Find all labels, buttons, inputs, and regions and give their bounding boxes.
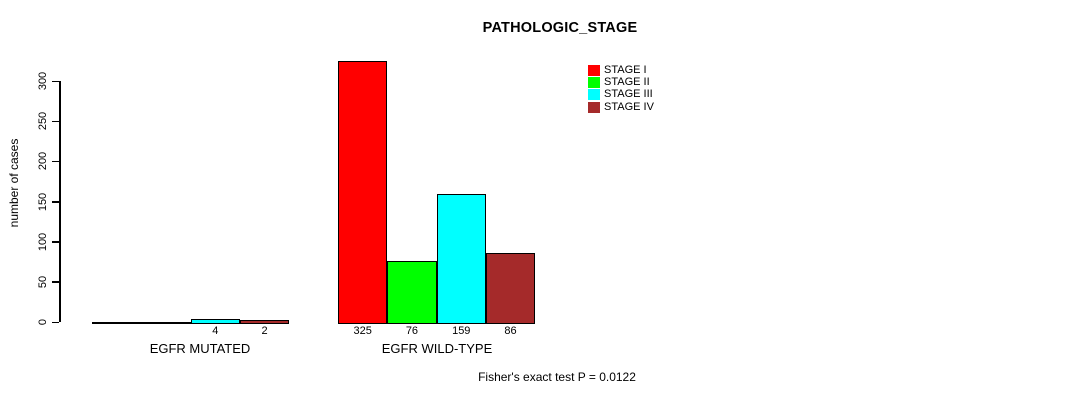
y-tick-label: 0 [37, 318, 49, 326]
legend-item: STAGE III [588, 89, 654, 101]
y-tick-label: 100 [37, 232, 49, 251]
bar-stage-iv [239, 320, 290, 324]
group-label-egfr-wild-type: EGFR WILD-TYPE [381, 341, 493, 356]
y-tick-label: 50 [37, 275, 49, 288]
bar-stage-iv [485, 252, 536, 324]
y-tick-label: 200 [37, 152, 49, 171]
bar-count-label: 76 [405, 325, 419, 337]
bar-stage-iii [190, 318, 240, 324]
bar-count-label: 159 [452, 325, 471, 337]
bar-count-label: 325 [353, 325, 372, 337]
y-tick-mark [52, 80, 59, 82]
legend-swatch-icon [588, 101, 600, 113]
y-axis-line [59, 81, 61, 322]
y-tick-label: 300 [37, 71, 49, 91]
bar-count-label: 86 [504, 325, 517, 337]
y-tick-mark [52, 201, 59, 203]
legend: STAGE I STAGE II STAGE III STAGE IV [588, 64, 654, 114]
y-tick-mark [52, 160, 59, 163]
statistics-annotation: Fisher's exact test P = 0.0122 [478, 370, 636, 384]
bar-stage-i [338, 60, 388, 324]
bar-stage-ii [141, 322, 191, 324]
bar-stage-i [92, 322, 142, 324]
y-axis-label: number of cases [7, 138, 21, 228]
legend-item: STAGE II [588, 76, 654, 89]
chart-title: PATHOLOGIC_STAGE [482, 20, 638, 36]
legend-swatch-icon [588, 64, 600, 76]
bar-count-label: 2 [261, 325, 268, 337]
bar-count-label: 4 [212, 325, 219, 337]
y-tick-mark [52, 321, 59, 323]
legend-swatch-icon [588, 89, 600, 101]
legend-label: STAGE III [604, 88, 653, 101]
y-tick-mark [52, 120, 59, 123]
y-tick-label: 150 [37, 192, 49, 211]
legend-label: STAGE IV [604, 100, 654, 113]
bar-stage-iii [436, 194, 486, 324]
group-label-egfr-mutated: EGFR MUTATED [149, 341, 251, 356]
y-tick-mark [52, 241, 59, 243]
legend-item: STAGE IV [588, 101, 654, 113]
y-tick-mark [52, 281, 59, 283]
y-tick-label: 250 [37, 111, 49, 131]
legend-label: STAGE II [604, 76, 650, 89]
legend-swatch-icon [588, 77, 600, 89]
legend-item: STAGE I [588, 64, 654, 76]
bar-stage-ii [387, 260, 437, 324]
legend-label: STAGE I [604, 63, 647, 76]
